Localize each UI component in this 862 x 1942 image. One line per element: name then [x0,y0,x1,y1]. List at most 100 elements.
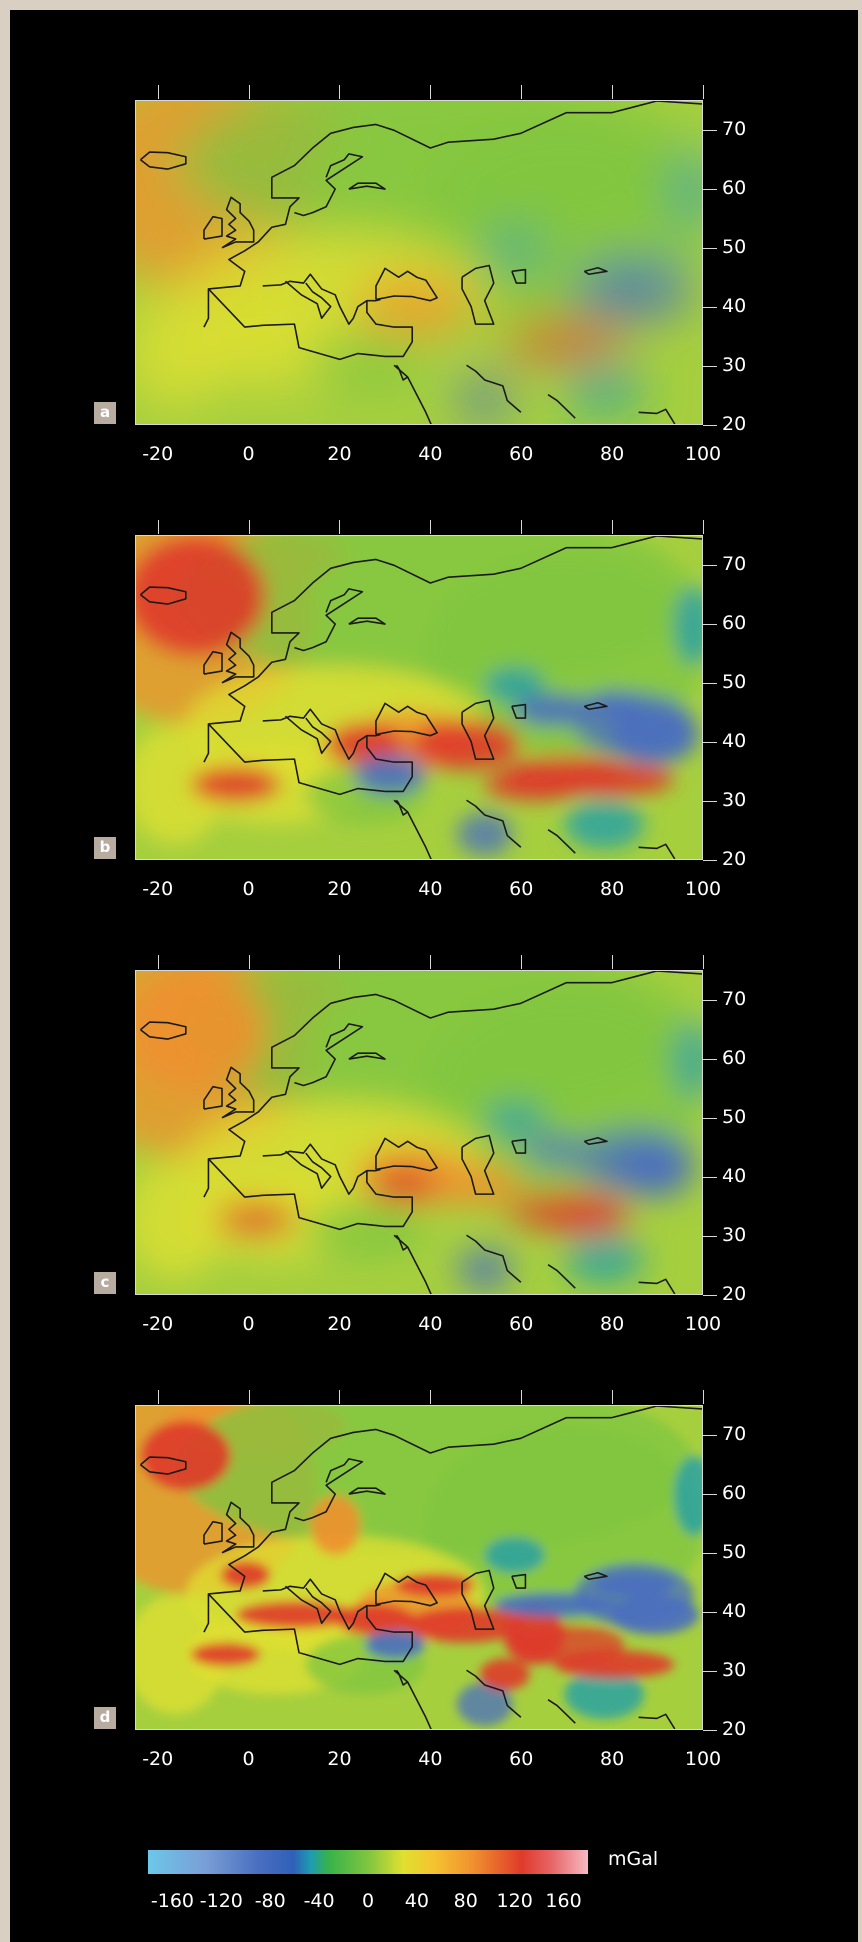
y-tick-label: 20 [722,1283,747,1305]
anomaly-field [136,536,702,857]
x-tick [157,85,159,99]
y-tick-label: 60 [722,176,747,199]
y-tick [703,1670,717,1672]
coastline [207,1593,414,1666]
x-tick [521,520,523,534]
panel-label: a [94,402,116,424]
coastline [547,1699,576,1724]
anomaly-blob [524,1135,585,1164]
anomaly-blob [609,704,700,765]
anomaly-blob [674,1455,702,1536]
x-tick [430,955,432,969]
x-tick [339,955,341,969]
y-tick [703,860,717,861]
coastline [294,1458,364,1522]
x-tick [612,1390,614,1404]
anomaly-blob [504,319,625,360]
anomaly-blob [584,691,645,719]
x-tick-label: -20 [142,1313,174,1335]
coastline [139,151,187,170]
y-tick-label: 70 [722,552,747,575]
y-tick-label: 50 [722,670,747,693]
map-panel-c: c -20 0 20 40 60 80 100 70 60 50 40 30 20 [10,880,858,1335]
anomaly-blob [370,1166,440,1203]
coastline [393,1234,432,1294]
coastline [583,1571,608,1581]
anomaly-blob [614,1141,695,1198]
y-tick [703,1235,717,1237]
coastline [139,1456,187,1475]
coastline [511,1138,527,1154]
map-panel-b: b -20 0 20 40 60 80 100 70 60 50 40 30 20 [10,445,858,900]
y-tick [703,1117,717,1119]
gravity-anomaly-map [135,970,703,1295]
x-tick-label: 100 [684,443,722,465]
x-tick [339,85,341,99]
y-tick-label: 60 [722,611,747,634]
coastline [393,364,432,424]
coastline [461,699,495,760]
anomaly-blob [305,1199,425,1260]
anomaly-blob [335,1603,416,1636]
colorbar-tick-label: -40 [303,1890,335,1912]
coastline [207,288,414,361]
x-tick-label: 60 [509,878,534,900]
anomaly-blob [365,1630,425,1659]
y-tick [703,1295,717,1296]
anomaly-blob [456,812,513,857]
x-tick [521,85,523,99]
x-tick-label: 60 [509,1313,534,1335]
y-tick [703,800,717,802]
colorbar-tick-label: 80 [453,1890,478,1912]
y-tick [703,682,717,684]
coastline [375,1572,438,1607]
x-tick [612,520,614,534]
anomaly-blob [674,150,702,231]
anomaly-blob [484,1537,545,1573]
map-panel-d: d -20 0 20 40 60 80 100 70 60 50 40 30 20 [10,1315,858,1770]
y-tick-label: 20 [722,848,747,870]
y-tick [703,564,717,566]
anomaly-blob [456,1247,513,1292]
anomaly-blob [220,1561,271,1589]
anomaly-blob [395,1572,475,1597]
coastline [348,1487,386,1495]
x-tick-label: 0 [242,443,255,465]
coastline [466,799,522,848]
coastline [284,1585,332,1625]
x-tick [248,955,250,969]
anomaly-blob [594,1572,675,1597]
coastline [207,723,414,796]
y-tick-label: 20 [722,1718,747,1740]
colorbar-tick-label: -80 [254,1890,286,1912]
y-tick [703,129,717,131]
x-tick-label: 80 [600,878,625,900]
figure-frame: a -20 0 20 40 60 80 100 70 60 50 40 30 20 b -20 0 20 40… [10,10,858,1942]
anomaly-blob [235,1600,356,1629]
coastline [348,1052,386,1060]
y-tick-label: 70 [722,117,747,140]
x-tick-label: 20 [327,878,352,900]
coastline [262,708,368,760]
anomaly-blob [494,1592,615,1617]
coastline [466,1234,522,1283]
anomaly-blob [554,1650,675,1679]
x-tick [430,520,432,534]
anomaly-blob [674,585,702,666]
x-tick-label: 20 [327,443,352,465]
y-tick [703,1434,717,1436]
x-tick-label: 20 [327,1748,352,1770]
x-tick-label: 40 [418,1748,443,1770]
coastline [466,1669,522,1718]
coastline [461,264,495,325]
x-tick [703,955,704,969]
anomaly-blob [514,694,595,726]
coastline [583,266,608,276]
coastline [466,364,522,413]
x-tick-label: 60 [509,443,534,465]
coastline [461,1569,495,1630]
x-tick-label: -20 [142,1748,174,1770]
anomaly-blob [456,1682,513,1727]
anomaly-blob [574,258,695,322]
coastline [395,799,409,816]
